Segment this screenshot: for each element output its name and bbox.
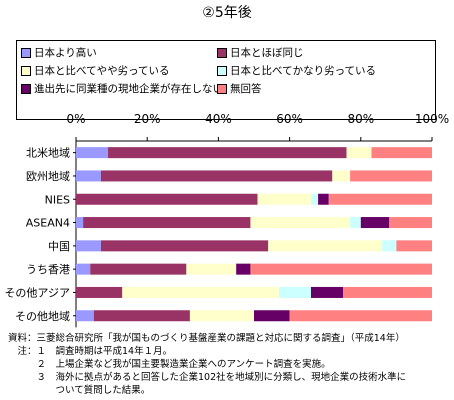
bar-segment (76, 147, 109, 159)
x-tick-label: 20% (134, 112, 161, 126)
bar-segment (236, 263, 251, 275)
bar-segment (350, 217, 361, 229)
y-category-label: その他地域 (15, 310, 70, 323)
legend-swatch (217, 47, 227, 58)
bar-segment (76, 286, 123, 298)
bar-segment (100, 170, 333, 182)
bar-segment (90, 263, 187, 275)
bar-segment (268, 240, 383, 252)
chart-title: ②5年後 (202, 5, 252, 21)
legend-swatch (21, 47, 31, 58)
bar-segment (343, 286, 432, 298)
bar-segment (350, 170, 432, 182)
legend-item: 日本と比べてかなり劣っている (217, 63, 376, 78)
bar-segment (122, 286, 279, 298)
bar-segment (76, 263, 91, 275)
bar-segment (76, 240, 101, 252)
bar-segment (250, 217, 351, 229)
bar-segment (257, 193, 311, 205)
bar-segment (332, 170, 351, 182)
bar-segment (189, 310, 254, 322)
bar-segment (76, 310, 94, 322)
legend-item: 日本より高い (21, 45, 97, 60)
legend-label: 無回答 (230, 83, 262, 95)
y-category-label: 北米地域 (26, 147, 70, 160)
legend-label: 日本より高い (34, 47, 97, 59)
y-category-label: 中国 (48, 240, 70, 253)
bar-segment (254, 310, 290, 322)
legend-label: 日本と比べてかなり劣っている (230, 65, 377, 77)
legend-label: 日本と比べてやや劣っている (34, 65, 170, 77)
y-category-label: うち香港 (26, 263, 70, 276)
bar-segment (108, 147, 347, 159)
chart-legend: 日本より高い 日本とほぼ同じ日本と比べてやや劣っている 日本と比べてかなり劣っている… (16, 40, 436, 120)
legend-label: 日本とほぼ同じ (230, 47, 304, 59)
source-notes: 資料：三菱総合研究所「我が国ものづくり基盤産業の課題と対応に関する調査」（平成1… (8, 332, 448, 397)
bar-segment (328, 193, 432, 205)
legend-item: 進出先に同業種の現地企業が存在しない (21, 81, 223, 96)
y-category-label: 欧州地域 (26, 170, 70, 183)
note-line-2: ２ 上場企業など我が国主要製造業企業へのアンケート調査を実施。 (8, 359, 331, 370)
x-tick-label: 80% (347, 112, 374, 126)
bar-segment (76, 217, 84, 229)
legend-swatch (217, 83, 227, 94)
y-category-label: NIES (45, 193, 70, 206)
x-tick-label: 100% (415, 112, 449, 126)
x-tick-label: 60% (276, 112, 303, 126)
bar-segment (371, 147, 432, 159)
x-tick-label: 0% (66, 112, 85, 126)
legend-swatch (21, 83, 31, 94)
bar-segment (289, 310, 432, 322)
bar-segment (100, 240, 269, 252)
legend-swatch (217, 65, 227, 76)
bar-segment (389, 217, 432, 229)
legend-item: 無回答 (217, 81, 262, 96)
bar-segment (318, 193, 329, 205)
bar-segment (93, 310, 190, 322)
x-tick-label: 40% (205, 112, 232, 126)
bar-segment (310, 286, 343, 298)
bar-segment (310, 193, 319, 205)
bar-segment (83, 217, 251, 229)
legend-item: 日本と比べてやや劣っている (21, 63, 170, 78)
bar-segment (360, 217, 390, 229)
bar-segment (186, 263, 237, 275)
note-line-3: ３ 海外に拠点があると回答した企業102社を地域別に分類し、現地企業の技術水準に (8, 372, 407, 383)
bar-segment (382, 240, 397, 252)
bar-segment (346, 147, 372, 159)
note-line-1: 注：１ 調査時期は平成14年１月。 (8, 346, 173, 357)
source-line: 資料：三菱総合研究所「我が国ものづくり基盤産業の課題と対応に関する調査」（平成1… (8, 333, 405, 344)
legend-swatch (21, 65, 31, 76)
legend-label: 進出先に同業種の現地企業が存在しない (34, 83, 223, 95)
bar-segment (250, 263, 432, 275)
y-category-label: その他アジア (4, 286, 70, 299)
y-category-label: ASEAN4 (26, 217, 70, 230)
note-line-4: ついて質問した結果。 (8, 385, 151, 396)
bar-segment (76, 193, 258, 205)
bar-segment (76, 170, 101, 182)
legend-item: 日本とほぼ同じ (217, 45, 304, 60)
bar-segment (278, 286, 311, 298)
bar-segment (396, 240, 432, 252)
